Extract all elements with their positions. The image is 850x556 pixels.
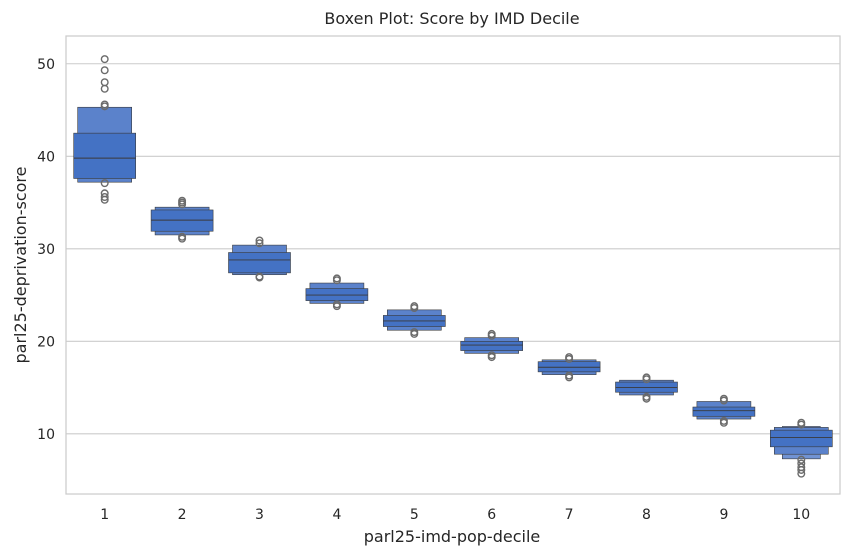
boxen-level-box <box>228 252 291 274</box>
outlier-point <box>100 102 109 111</box>
outlier-point <box>487 331 496 340</box>
y-tick-label: 40 <box>37 149 55 165</box>
outlier-point <box>642 394 651 403</box>
boxen-group-6 <box>460 329 524 362</box>
boxen-level-box <box>73 132 136 179</box>
boxen-group-1 <box>73 55 136 204</box>
x-tick-label: 4 <box>332 507 341 523</box>
y-tick-label: 10 <box>37 427 55 443</box>
outlier-point <box>719 396 728 405</box>
boxen-group-5 <box>382 302 446 338</box>
x-tick-label: 10 <box>792 507 810 523</box>
y-tick-label: 20 <box>37 334 55 350</box>
boxen-group-8 <box>615 373 678 403</box>
boxen-group-2 <box>150 196 214 243</box>
outlier-point <box>178 234 187 243</box>
boxen-level-box <box>150 209 214 232</box>
outlier-point <box>410 329 419 338</box>
outlier-point <box>797 469 806 478</box>
x-tick-label: 8 <box>642 507 651 523</box>
boxen-level-box <box>305 288 369 301</box>
box-layer <box>73 55 833 478</box>
x-tick-label: 3 <box>255 507 264 523</box>
outlier-point <box>565 354 574 363</box>
outlier-point <box>719 418 728 427</box>
outlier-point <box>332 302 341 311</box>
boxen-group-4 <box>305 274 369 311</box>
tick-layer: 10 20 30 40 50 1 2 3 4 5 6 7 8 9 10 <box>37 57 810 523</box>
outlier-point <box>487 353 496 362</box>
boxen-group-9 <box>692 394 756 427</box>
boxen-group-10 <box>769 418 833 478</box>
outlier-point <box>100 179 109 188</box>
boxen-level-box <box>460 341 524 351</box>
outlier-point <box>255 273 264 282</box>
outlier-point <box>797 465 806 474</box>
boxen-level-box <box>537 361 601 373</box>
outlier-point <box>100 192 109 201</box>
y-tick-label: 50 <box>37 57 55 73</box>
plot-frame <box>65 35 841 495</box>
outlier-point <box>100 78 109 87</box>
outlier-point <box>332 276 341 285</box>
x-tick-label: 1 <box>100 507 109 523</box>
outlier-point <box>100 55 109 64</box>
outlier-point <box>255 236 264 245</box>
boxen-level-box <box>615 381 678 393</box>
outlier-point <box>797 455 806 464</box>
outlier-point <box>410 304 419 313</box>
y-axis-label: parl25-deprivation-score <box>11 167 30 364</box>
x-axis-label: parl25-imd-pop-decile <box>364 527 540 546</box>
x-tick-label: 9 <box>719 507 728 523</box>
outlier-point <box>797 420 806 429</box>
boxen-group-3 <box>228 236 291 282</box>
x-tick-label: 5 <box>410 507 419 523</box>
boxen-level-box <box>692 406 756 417</box>
boxen-group-7 <box>537 353 601 382</box>
outlier-point <box>100 195 109 204</box>
boxen-level-box <box>769 429 833 448</box>
chart-title: Boxen Plot: Score by IMD Decile <box>324 9 579 28</box>
outlier-point <box>100 66 109 75</box>
outlier-point <box>255 239 264 248</box>
y-tick-label: 30 <box>37 242 55 258</box>
outlier-point <box>642 375 651 384</box>
x-tick-label: 6 <box>487 507 496 523</box>
x-tick-label: 7 <box>565 507 574 523</box>
outlier-point <box>565 373 574 382</box>
grid-layer <box>66 63 840 435</box>
outlier-point <box>100 84 109 93</box>
outlier-point <box>178 200 187 209</box>
x-tick-label: 2 <box>178 507 187 523</box>
